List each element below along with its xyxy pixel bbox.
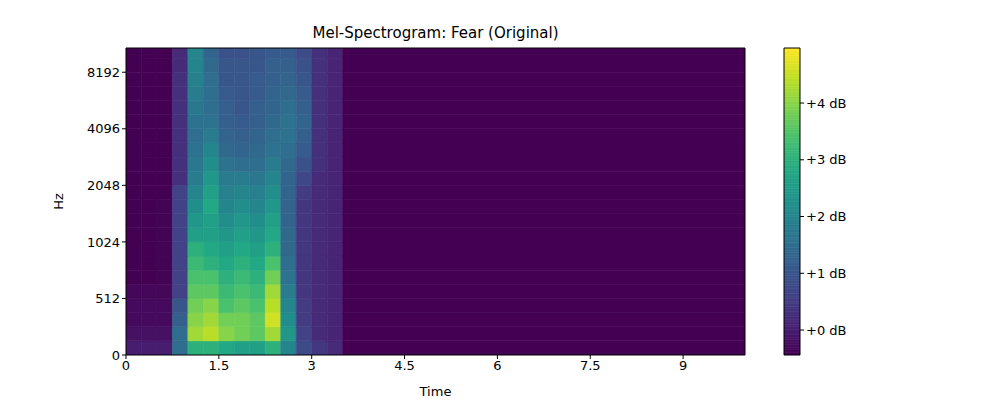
svg-text:512: 512 bbox=[95, 291, 120, 306]
svg-text:+4 dB: +4 dB bbox=[806, 96, 846, 111]
html-text:Mel-Spectrogram: Fear (Origina: Mel-Spectrogram: Fear (Original) bbox=[312, 24, 559, 42]
svg-text:2048: 2048 bbox=[87, 178, 120, 193]
svg-text:1.5: 1.5 bbox=[209, 358, 230, 373]
svg-text:+3 dB: +3 dB bbox=[806, 152, 846, 167]
svg-text:3: 3 bbox=[308, 358, 316, 373]
svg-text:+1 dB: +1 dB bbox=[806, 266, 846, 281]
svg-text:0: 0 bbox=[122, 358, 130, 373]
svg-text:Time: Time bbox=[419, 384, 452, 399]
svg-text:9: 9 bbox=[679, 358, 687, 373]
svg-text:7.5: 7.5 bbox=[580, 358, 601, 373]
svg-text:6: 6 bbox=[493, 358, 501, 373]
svg-text:4096: 4096 bbox=[87, 121, 120, 136]
svg-text:8192: 8192 bbox=[87, 65, 120, 80]
svg-text:0: 0 bbox=[112, 348, 120, 363]
svg-text:4.5: 4.5 bbox=[394, 358, 415, 373]
svg-text:1024: 1024 bbox=[87, 235, 120, 250]
svg-text:+0 dB: +0 dB bbox=[806, 323, 846, 338]
svg-text:Hz: Hz bbox=[51, 193, 66, 210]
svg-text:+2 dB: +2 dB bbox=[806, 209, 846, 224]
